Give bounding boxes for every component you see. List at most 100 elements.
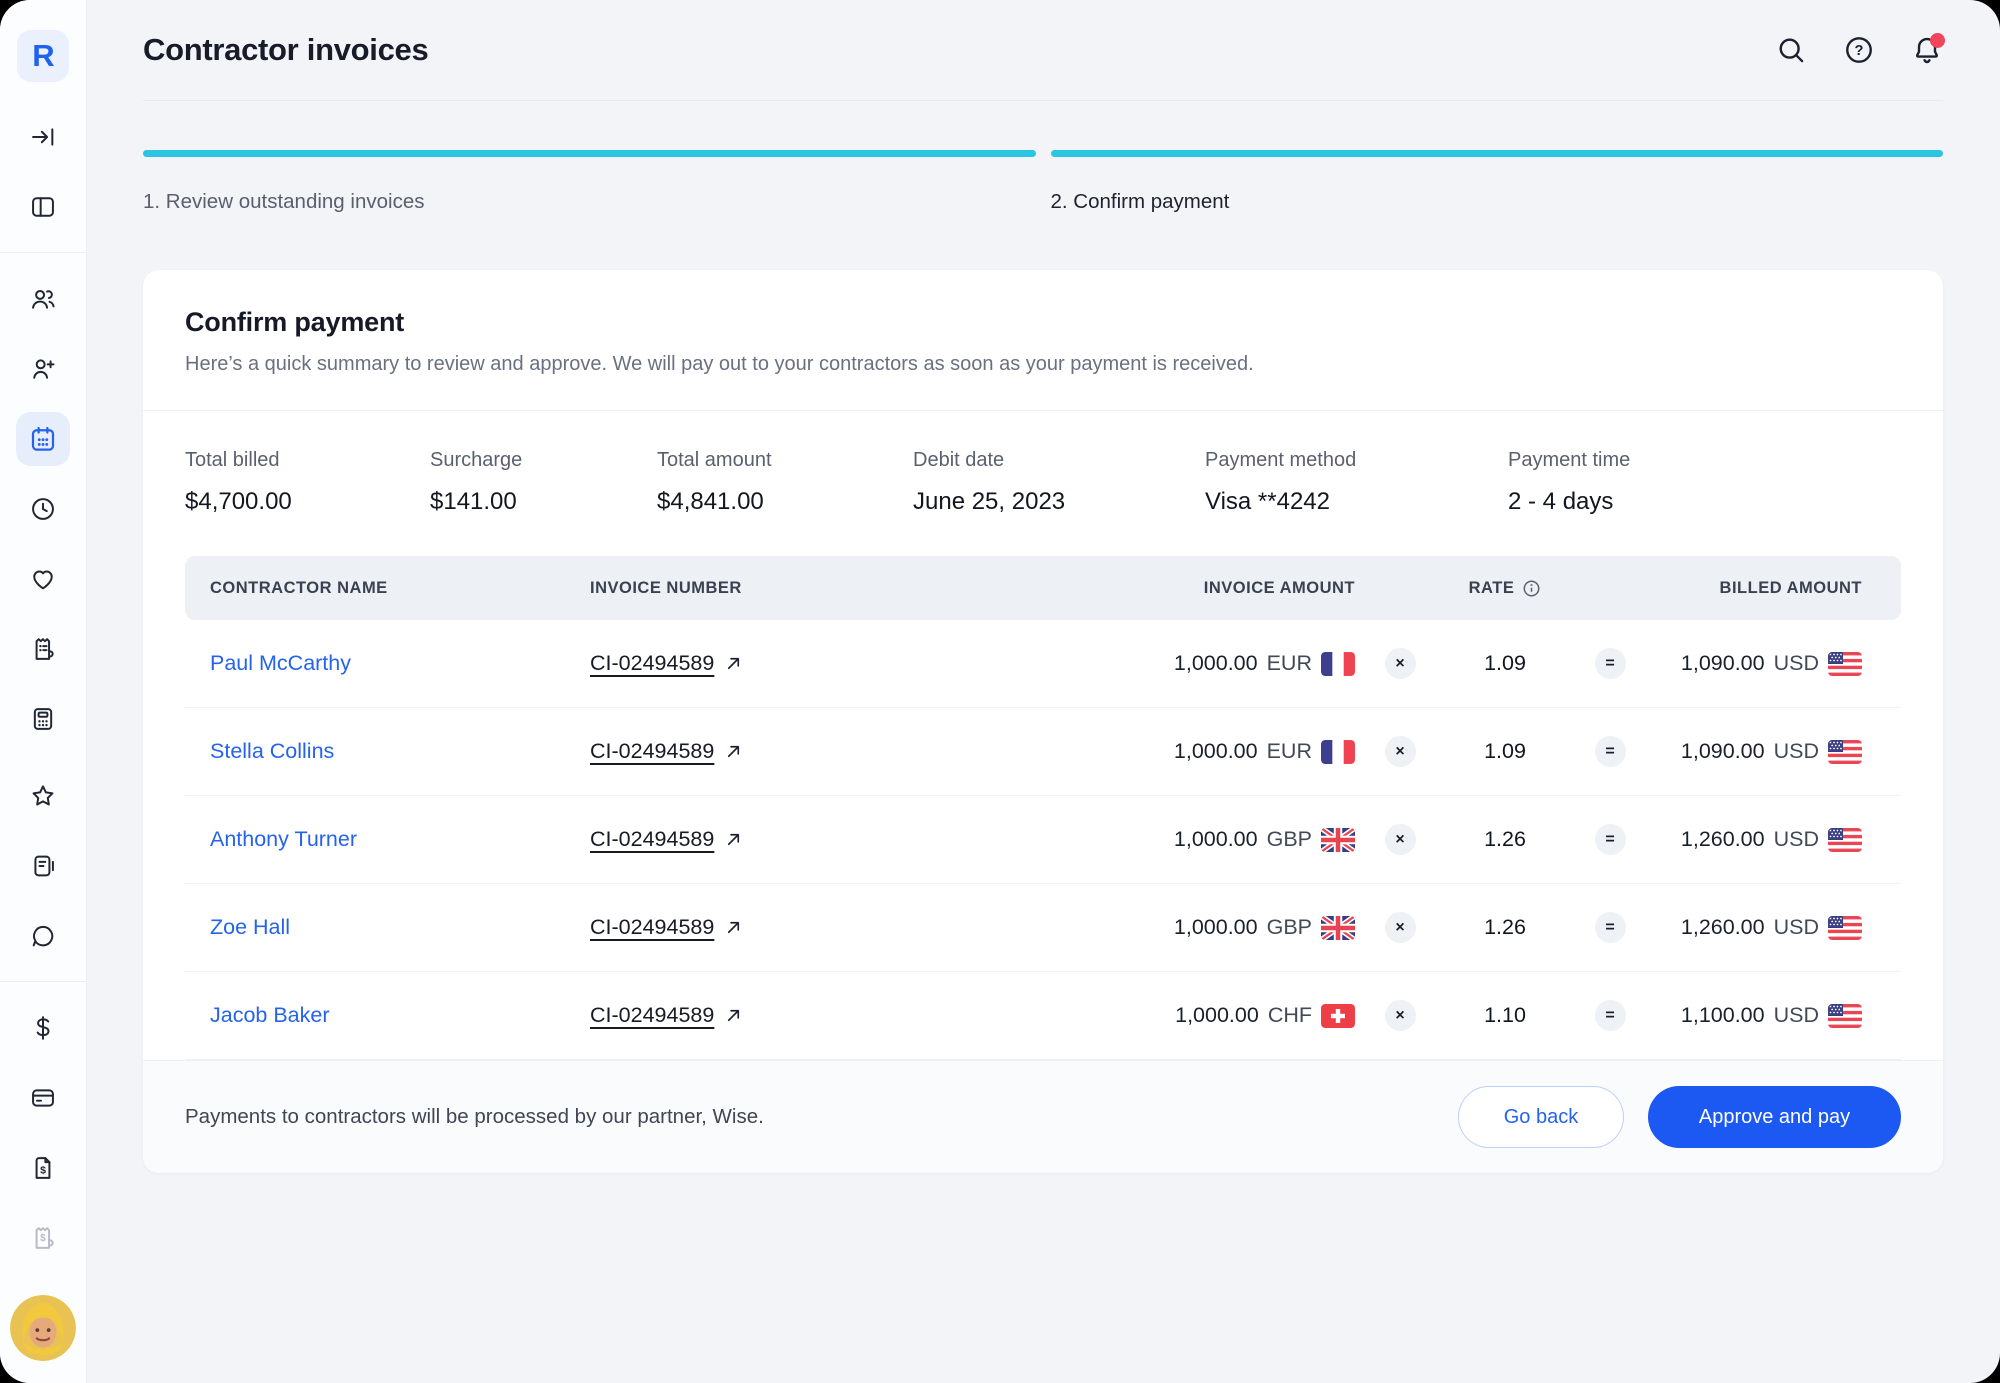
- logo-letter: R: [32, 38, 54, 73]
- payments-dollar-icon[interactable]: [28, 1013, 58, 1043]
- invoice-number-link[interactable]: CI-02494589: [590, 827, 743, 852]
- billed-amount: 1,100.00 USD: [1681, 1003, 1901, 1028]
- france-flag-icon: [1321, 740, 1355, 764]
- contractor-name-link[interactable]: Zoe Hall: [210, 915, 291, 939]
- col-rate: RATE: [1469, 579, 1542, 598]
- topbar: Contractor invoices ?: [143, 0, 1945, 100]
- equals-badge: =: [1594, 824, 1626, 855]
- step-progress-bar: [143, 150, 1036, 157]
- svg-text:$: $: [40, 1164, 46, 1176]
- table-row: Paul McCarthy CI-02494589 1,000.00 EUR × …: [185, 620, 1901, 708]
- col-contractor-name: CONTRACTOR NAME: [210, 578, 388, 597]
- col-invoice-amount: INVOICE AMOUNT: [1203, 578, 1355, 597]
- rate-value: 1.26: [1484, 915, 1526, 939]
- invoices-calendar-icon-active[interactable]: [16, 412, 70, 466]
- help-icon[interactable]: ?: [1843, 34, 1875, 66]
- col-invoice-number: INVOICE NUMBER: [590, 578, 742, 597]
- table-row: Anthony Turner CI-02494589 1,000.00 GBP ×…: [185, 796, 1901, 884]
- table-body: Paul McCarthy CI-02494589 1,000.00 EUR × …: [185, 620, 1901, 1060]
- sidebar: R: [0, 0, 87, 1383]
- layout-panel-icon[interactable]: [28, 192, 58, 222]
- svg-text:$: $: [40, 1233, 46, 1244]
- approve-and-pay-button[interactable]: Approve and pay: [1648, 1086, 1901, 1148]
- remote-logo[interactable]: R: [17, 30, 69, 82]
- contractor-name-link[interactable]: Anthony Turner: [210, 827, 358, 851]
- multiply-badge: ×: [1384, 736, 1416, 767]
- payment-summary: Total billed $4,700.00 Surcharge $141.00…: [143, 411, 1943, 556]
- collapse-sidebar-icon[interactable]: [28, 122, 58, 152]
- rate-value: 1.26: [1484, 827, 1526, 851]
- united-kingdom-flag-icon: [1321, 828, 1355, 852]
- go-back-button[interactable]: Go back: [1458, 1086, 1624, 1148]
- confirm-payment-card: Confirm payment Here’s a quick summary t…: [143, 270, 1943, 1173]
- united-kingdom-flag-icon: [1321, 916, 1355, 940]
- billed-amount: 1,090.00 USD: [1681, 739, 1901, 764]
- receipt-icon[interactable]: [28, 634, 58, 664]
- multiply-badge: ×: [1384, 648, 1416, 679]
- billed-amount: 1,260.00 USD: [1681, 827, 1901, 852]
- multiply-badge: ×: [1384, 1000, 1416, 1031]
- external-link-icon: [724, 654, 743, 673]
- credit-card-icon[interactable]: [28, 1083, 58, 1113]
- chat-icon[interactable]: [28, 921, 58, 951]
- billed-amount: 1,090.00 USD: [1681, 651, 1901, 676]
- step-label: 1. Review outstanding invoices: [143, 190, 425, 213]
- united-states-flag-icon: [1828, 652, 1862, 676]
- contractor-name-link[interactable]: Paul McCarthy: [210, 651, 351, 675]
- equals-badge: =: [1594, 912, 1626, 943]
- invoice-amount: 1,000.00 EUR: [1174, 651, 1355, 676]
- sidebar-divider: [0, 981, 87, 982]
- notifications-bell-icon[interactable]: [1911, 33, 1945, 66]
- table-row: Stella Collins CI-02494589 1,000.00 EUR ×…: [185, 708, 1901, 796]
- add-person-icon[interactable]: [28, 354, 58, 384]
- card-footer: Payments to contractors will be processe…: [143, 1060, 1943, 1173]
- contractor-name-link[interactable]: Jacob Baker: [210, 1003, 330, 1027]
- rate-value: 1.10: [1484, 1003, 1526, 1027]
- benefits-heart-icon[interactable]: [28, 564, 58, 594]
- billed-amount: 1,260.00 USD: [1681, 915, 1901, 940]
- search-icon[interactable]: [1775, 34, 1807, 66]
- external-link-icon: [724, 830, 743, 849]
- equals-badge: =: [1594, 1000, 1626, 1031]
- calculator-icon[interactable]: [28, 704, 58, 734]
- rate-info-icon[interactable]: [1522, 579, 1541, 598]
- external-link-icon: [724, 1006, 743, 1025]
- united-states-flag-icon: [1828, 1004, 1862, 1028]
- col-billed-amount: BILLED AMOUNT: [1719, 578, 1862, 597]
- step-review-invoices[interactable]: 1. Review outstanding invoices: [143, 150, 1036, 214]
- step-confirm-payment[interactable]: 2. Confirm payment: [1050, 150, 1943, 214]
- rate-value: 1.09: [1484, 739, 1526, 763]
- united-states-flag-icon: [1828, 740, 1862, 764]
- invoice-document-icon[interactable]: $: [28, 1153, 58, 1183]
- external-link-icon: [724, 742, 743, 761]
- stat-total-billed: Total billed $4,700.00: [185, 449, 292, 515]
- billing-receipt-icon[interactable]: $: [28, 1223, 58, 1253]
- external-link-icon: [724, 918, 743, 937]
- invoice-number-link[interactable]: CI-02494589: [590, 739, 743, 764]
- step-progress-bar: [1050, 150, 1943, 157]
- table-row: Jacob Baker CI-02494589 1,000.00 CHF × 1.…: [185, 972, 1901, 1060]
- card-header: Confirm payment Here’s a quick summary t…: [143, 270, 1943, 411]
- card-title: Confirm payment: [185, 307, 405, 337]
- united-states-flag-icon: [1828, 828, 1862, 852]
- invoice-amount: 1,000.00 GBP: [1174, 915, 1355, 940]
- step-label: 2. Confirm payment: [1050, 190, 1230, 213]
- rate-value: 1.09: [1484, 651, 1526, 675]
- invoice-number-link[interactable]: CI-02494589: [590, 915, 743, 940]
- stat-payment-method: Payment method Visa **4242: [1205, 449, 1357, 515]
- invoices-table: CONTRACTOR NAME INVOICE NUMBER INVOICE A…: [185, 556, 1901, 1060]
- contractor-name-link[interactable]: Stella Collins: [210, 739, 335, 763]
- invoice-number-link[interactable]: CI-02494589: [590, 651, 743, 676]
- user-avatar[interactable]: [10, 1295, 76, 1361]
- people-icon[interactable]: [28, 284, 58, 314]
- stat-surcharge: Surcharge $141.00: [430, 449, 523, 515]
- news-feed-icon[interactable]: [28, 851, 58, 881]
- invoice-number-link[interactable]: CI-02494589: [590, 1003, 743, 1028]
- favorites-star-icon[interactable]: [28, 781, 58, 811]
- history-clock-icon[interactable]: [28, 494, 58, 524]
- united-states-flag-icon: [1828, 916, 1862, 940]
- multiply-badge: ×: [1384, 912, 1416, 943]
- table-row: Zoe Hall CI-02494589 1,000.00 GBP × 1.26 …: [185, 884, 1901, 972]
- france-flag-icon: [1321, 652, 1355, 676]
